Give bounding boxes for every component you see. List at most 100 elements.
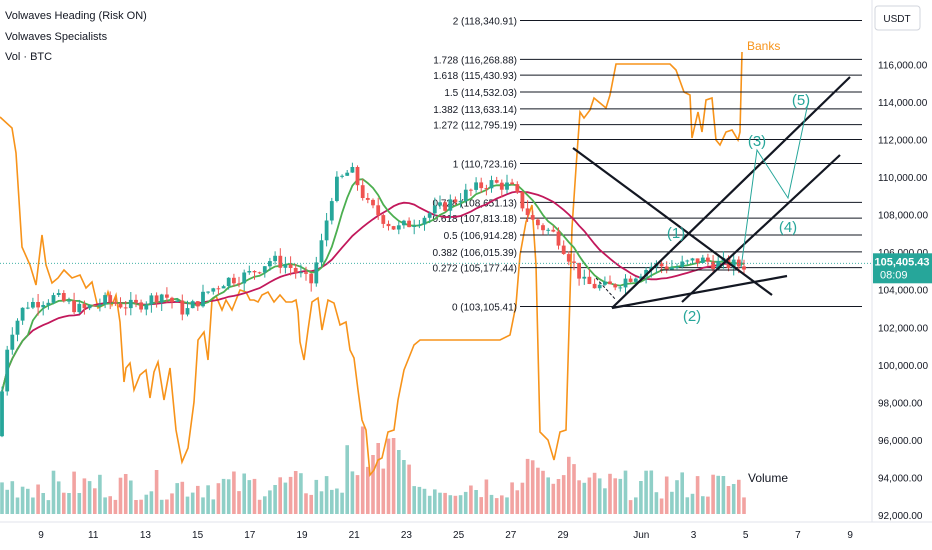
candle-body — [546, 229, 551, 231]
volume-bar — [572, 464, 576, 514]
current-price-value: 105,405.43 — [874, 256, 929, 268]
volume-bar — [453, 495, 458, 514]
candle-body — [20, 307, 25, 321]
candle-body — [67, 300, 71, 302]
volume-bar — [41, 493, 45, 514]
volume-bar — [180, 481, 185, 514]
candle-body — [123, 307, 128, 309]
candle-body — [453, 199, 458, 203]
fib-level-label: 0.272 (105,177.44) — [432, 264, 517, 275]
fib-level-label: 0.618 (107,813.18) — [432, 214, 517, 225]
volume-bar — [20, 486, 25, 514]
volume-bar — [0, 482, 4, 514]
currency-box[interactable] — [874, 5, 921, 31]
candle-body — [288, 264, 293, 268]
candle-body — [242, 272, 247, 284]
trend-drawings — [572, 76, 851, 310]
volume-bar — [72, 471, 76, 514]
volume-bar — [551, 483, 556, 514]
volume-bar — [371, 455, 375, 514]
volume-bar — [685, 497, 690, 514]
candle-body — [659, 263, 664, 267]
trend-line-dashed — [595, 277, 617, 301]
candle-body — [463, 189, 468, 201]
candle-body — [427, 213, 432, 218]
volume-bar — [515, 490, 520, 514]
wave-label: (4) — [779, 219, 797, 236]
fib-level-label: 0.728 (108,651.13) — [432, 198, 517, 209]
candle-body — [525, 208, 530, 216]
volume-bar — [340, 492, 344, 514]
candle-body — [432, 205, 437, 214]
volume-bar — [36, 484, 40, 514]
candle-body — [216, 288, 221, 290]
volume-bar — [87, 481, 92, 514]
legend-volume[interactable]: Vol · BTC — [5, 51, 52, 63]
volume-bar — [149, 491, 154, 514]
candle-body — [226, 277, 231, 287]
candle-body — [494, 180, 499, 183]
candle-body — [77, 303, 82, 313]
volume-bar — [556, 479, 561, 514]
volume-bar — [489, 494, 494, 514]
volume-bar — [386, 438, 391, 514]
candle-body — [61, 293, 66, 302]
candle-body — [128, 299, 133, 309]
candle-body — [304, 272, 308, 274]
time-axis[interactable]: 9 11 13 15 17 19 21 23 25 27 29 Jun 3 5 7 9 — [38, 530, 853, 541]
volume-bar — [448, 495, 453, 514]
candle-body — [675, 266, 679, 268]
volume-bar — [659, 498, 664, 514]
bar-countdown: 08:09 — [880, 269, 908, 281]
elliott-waves: (1) (2) (3) (4) (5) — [667, 92, 810, 325]
candle-body — [670, 267, 674, 270]
volume-bar — [77, 493, 82, 514]
fib-level-label: 1 (110,723.16) — [453, 160, 517, 171]
volume-bar — [309, 494, 313, 514]
candle-body — [365, 198, 370, 200]
volume-bar — [159, 499, 164, 514]
volume-bar — [293, 471, 298, 514]
candle-body — [639, 276, 643, 279]
candle-body — [566, 254, 571, 262]
volume-bar — [123, 474, 128, 514]
volume-bar — [206, 485, 210, 514]
candle-body — [510, 182, 514, 185]
candle-body — [561, 245, 566, 254]
candle-body — [633, 278, 638, 282]
candle-body — [608, 281, 612, 285]
volume-bar — [190, 492, 195, 514]
candle-body — [108, 295, 113, 302]
volume-bar — [634, 497, 638, 514]
candle-body — [103, 295, 107, 305]
candle-body — [499, 182, 504, 190]
volume-bar — [417, 486, 422, 514]
legend-indicator-specialists[interactable]: Volwaves Specialists — [5, 31, 108, 43]
candle-body — [407, 220, 411, 228]
candle-body — [711, 261, 715, 270]
volume-bar — [427, 495, 432, 514]
wave-label: (2) — [683, 308, 701, 325]
volume-bar — [299, 473, 303, 514]
volume-bar — [108, 496, 112, 514]
candle-body — [10, 334, 15, 350]
candle-body — [515, 184, 520, 192]
volume-bar — [165, 499, 169, 514]
banks-line — [0, 51, 743, 478]
time-axis-bg[interactable] — [0, 522, 932, 550]
candle-body — [685, 260, 690, 262]
legend-indicator-name[interactable]: Volwaves Heading (Risk ON) — [5, 10, 147, 22]
candle-body — [541, 225, 545, 231]
candle-body — [5, 349, 10, 392]
volume-bar — [463, 491, 468, 514]
candle-body — [46, 302, 51, 306]
banks-line-group — [0, 51, 743, 478]
candle-body — [644, 270, 648, 277]
candle-body — [309, 273, 314, 284]
volume-bar — [319, 491, 324, 514]
candle-body — [314, 262, 319, 284]
candle-body — [484, 188, 489, 190]
candle-body — [731, 259, 736, 269]
